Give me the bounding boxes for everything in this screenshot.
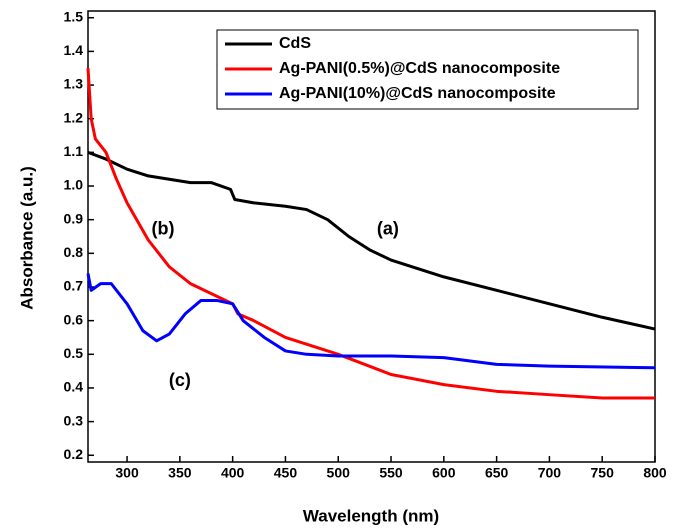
y-tick-label: 1.2 bbox=[64, 109, 84, 125]
annotation: (b) bbox=[151, 219, 174, 239]
y-tick-label: 0.9 bbox=[64, 210, 84, 226]
x-tick-label: 550 bbox=[379, 465, 403, 481]
y-tick-label: 0.3 bbox=[64, 412, 84, 428]
x-tick-label: 800 bbox=[643, 465, 667, 481]
y-tick-label: 0.7 bbox=[64, 278, 84, 294]
legend-box bbox=[216, 29, 639, 110]
y-tick-label: 0.5 bbox=[64, 345, 84, 361]
annotation: (c) bbox=[169, 370, 191, 390]
data-line bbox=[86, 273, 656, 370]
x-tick-label: 500 bbox=[327, 465, 351, 481]
x-tick-label: 600 bbox=[432, 465, 456, 481]
y-tick-label: 1.0 bbox=[64, 177, 84, 193]
annotation: (a) bbox=[377, 219, 399, 239]
x-tick-label: 350 bbox=[168, 465, 192, 481]
y-tick-label: 1.4 bbox=[64, 42, 84, 58]
y-tick-label: 0.4 bbox=[64, 379, 84, 395]
y-tick-label: 0.2 bbox=[64, 446, 84, 462]
data-line bbox=[87, 150, 656, 331]
x-axis-label: Wavelength (nm) bbox=[303, 506, 439, 525]
x-tick-label: 400 bbox=[221, 465, 245, 481]
x-tick-label: 700 bbox=[538, 465, 562, 481]
y-axis-label: Absorbance (a.u.) bbox=[17, 166, 36, 310]
x-tick-label: 750 bbox=[591, 465, 615, 481]
x-tick-label: 300 bbox=[115, 465, 139, 481]
legend-label: CdS bbox=[279, 35, 311, 52]
y-tick-label: 1.3 bbox=[64, 76, 84, 92]
y-tick-label: 0.8 bbox=[64, 244, 84, 260]
y-tick-label: 1.5 bbox=[64, 8, 84, 24]
x-tick-label: 450 bbox=[274, 465, 298, 481]
y-tick-label: 1.1 bbox=[64, 143, 84, 159]
x-tick-label: 650 bbox=[485, 465, 509, 481]
legend-label: Ag-PANI(10%)@CdS nanocomposite bbox=[279, 85, 556, 102]
y-tick-label: 0.6 bbox=[64, 311, 84, 327]
legend-label: Ag-PANI(0.5%)@CdS nanocomposite bbox=[279, 60, 560, 77]
plot-frame bbox=[87, 10, 656, 463]
